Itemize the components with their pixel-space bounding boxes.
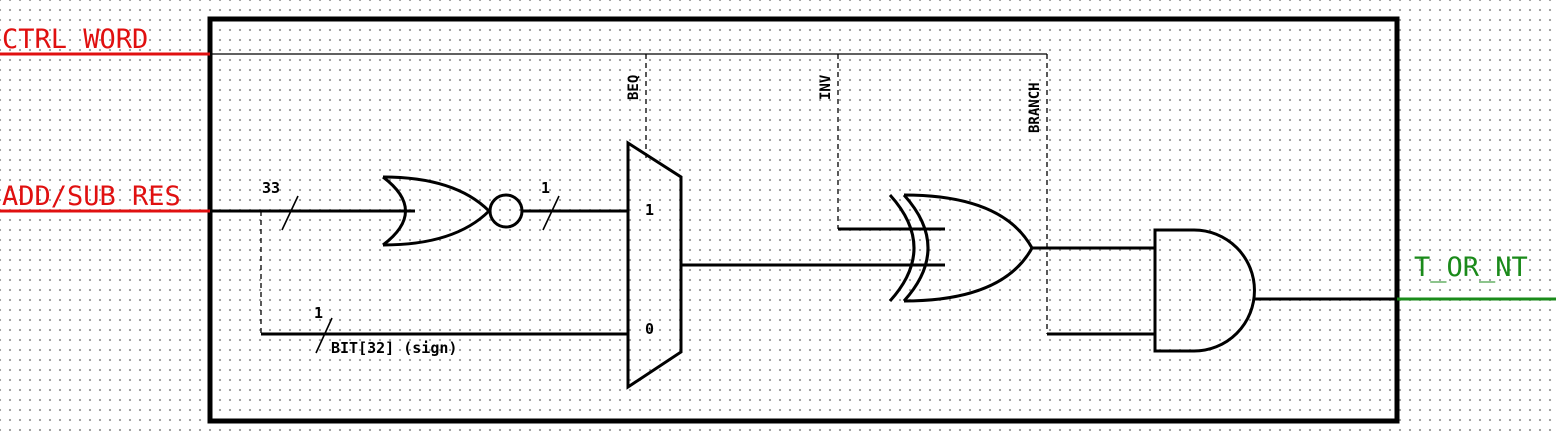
add-sub-res-label: ADD/SUB RES: [2, 181, 181, 212]
output-label: T_OR_NT: [1414, 252, 1528, 283]
xor-gate: [888, 193, 1034, 303]
mux-input-0-label: 0: [645, 320, 654, 338]
branch-label: BRANCH: [1027, 82, 1043, 133]
nor-out-width-slash: [542, 195, 560, 231]
beq-label: BEQ: [626, 75, 642, 100]
sign-bit-label: BIT[32] (sign): [331, 339, 457, 357]
sign-bit-width-label: 1: [314, 304, 323, 322]
mux-input-1-label: 1: [645, 201, 654, 219]
beq-mux: [626, 140, 683, 390]
nor-inversion-bubble: [488, 193, 524, 229]
sign-bit-width-slash: [315, 317, 333, 354]
module-boundary: [207, 16, 1400, 424]
inv-label: INV: [818, 74, 834, 100]
and-gate: [1153, 228, 1256, 353]
ctrl-word-label: CTRL WORD: [2, 24, 148, 55]
input-bus-width-label: 33: [262, 179, 280, 197]
nor-out-width-label: 1: [541, 179, 550, 197]
input-bus-width-slash: [281, 195, 299, 231]
